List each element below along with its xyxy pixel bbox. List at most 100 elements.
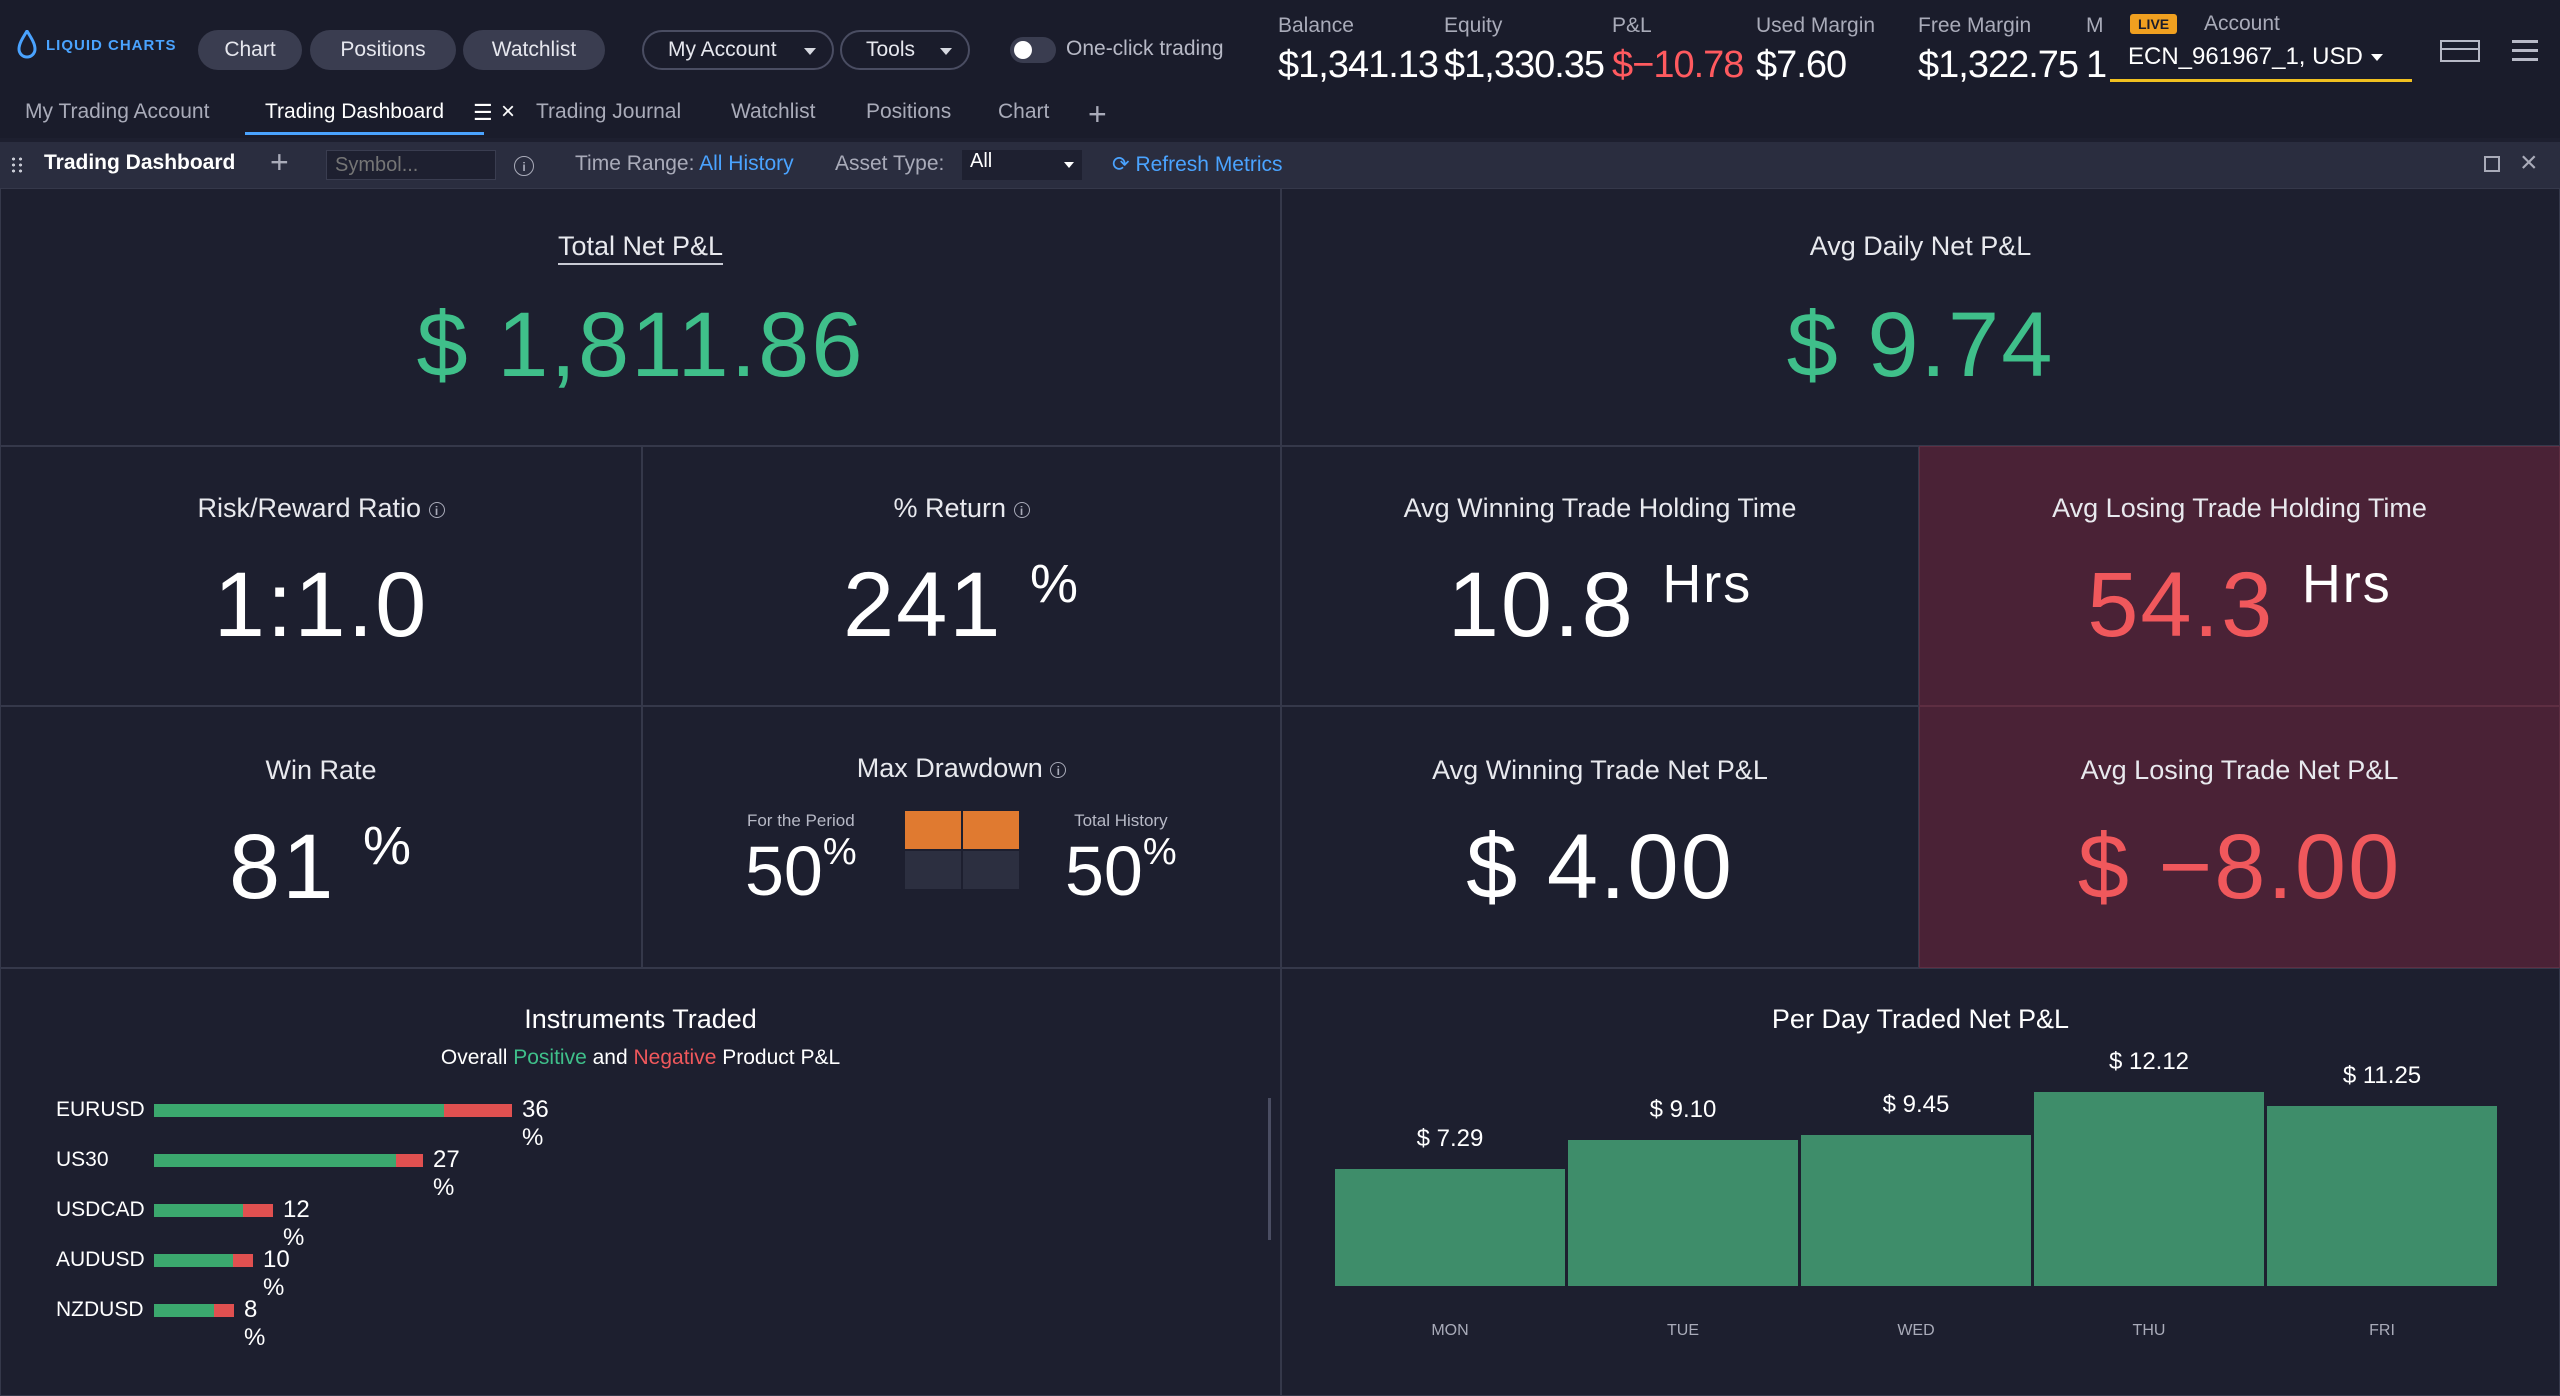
avg-win-pl-title: Avg Winning Trade Net P&L bbox=[1432, 755, 1768, 785]
avg-loss-hold-panel: Avg Losing Trade Holding Time 54.3 Hrs bbox=[1919, 446, 2560, 706]
instrument-bar-negative bbox=[243, 1204, 273, 1217]
tab-trading-dashboard[interactable]: Trading Dashboard ☰ × bbox=[245, 98, 515, 135]
max-drawdown-panel: Max Drawdown i For the Period 50% Total … bbox=[642, 706, 1281, 968]
tools-dropdown[interactable]: Tools bbox=[840, 30, 970, 70]
refresh-icon: ⟳ bbox=[1112, 153, 1130, 176]
close-icon[interactable]: × bbox=[2520, 146, 2538, 179]
instrument-pct: 36 % bbox=[522, 1096, 549, 1151]
total-net-pl-panel: Total Net P&L $ 1,811.86 bbox=[0, 188, 1281, 446]
avg-daily-net-pl-value: $ 9.74 bbox=[1786, 294, 2055, 396]
chart-data-label: $ 9.45 bbox=[1882, 1091, 1950, 1118]
time-range[interactable]: Time Range: All History bbox=[575, 152, 794, 175]
avg-daily-net-pl-title: Avg Daily Net P&L bbox=[1809, 231, 2032, 261]
account-label: Account bbox=[2204, 12, 2280, 35]
per-day-chart-title: Per Day Traded Net P&L bbox=[1771, 1004, 2070, 1034]
stat-balance: Balance $1,341.13 bbox=[1278, 14, 1439, 86]
asset-type-label: Asset Type: bbox=[835, 152, 945, 175]
chart-bar[interactable] bbox=[2034, 1092, 2264, 1286]
hamburger-menu-icon[interactable] bbox=[2512, 40, 2538, 62]
chevron-down-icon bbox=[804, 48, 816, 55]
tab-close-icon[interactable]: × bbox=[501, 98, 516, 125]
instruments-subtitle: Overall Positive and Negative Product P&… bbox=[440, 1046, 841, 1069]
tab-chart[interactable]: Chart bbox=[998, 100, 1050, 123]
stat-free-margin: Free Margin $1,322.75 bbox=[1918, 14, 2079, 86]
asset-type-select[interactable]: All bbox=[962, 150, 1082, 180]
stat-used-margin: Used Margin $7.60 bbox=[1756, 14, 1876, 86]
chart-data-label: $ 9.10 bbox=[1649, 1096, 1717, 1123]
instrument-bar-negative bbox=[214, 1304, 234, 1317]
chart-data-label: $ 12.12 bbox=[2108, 1048, 2190, 1075]
chart-tick-label: MON bbox=[1431, 1322, 1469, 1339]
max-drawdown-title: Max Drawdown i bbox=[643, 753, 1280, 784]
tab-menu-icon[interactable]: ☰ bbox=[473, 100, 493, 125]
pct-return-value: 241 % bbox=[842, 554, 1081, 656]
win-rate-panel: Win Rate 81 % bbox=[0, 706, 642, 968]
logo-drop-icon bbox=[17, 30, 37, 59]
tab-watchlist[interactable]: Watchlist bbox=[731, 100, 816, 123]
refresh-metrics-button[interactable]: ⟳ Refresh Metrics bbox=[1112, 153, 1283, 176]
layout-icon[interactable] bbox=[2440, 40, 2480, 62]
instrument-bar-negative bbox=[396, 1154, 423, 1167]
top-bar: LIQUID CHARTS Chart Positions Watchlist … bbox=[0, 0, 2560, 94]
tab-my-trading-account[interactable]: My Trading Account bbox=[25, 100, 210, 123]
nav-chart-button[interactable]: Chart bbox=[198, 30, 302, 70]
instrument-name: USDCAD bbox=[56, 1198, 145, 1221]
instruments-scrollbar[interactable] bbox=[1268, 1098, 1271, 1240]
nav-positions-button[interactable]: Positions bbox=[310, 30, 456, 70]
my-account-dropdown[interactable]: My Account bbox=[642, 30, 834, 70]
avg-win-hold-value: 10.8 Hrs bbox=[1447, 554, 1753, 656]
add-tab-icon[interactable]: + bbox=[1088, 96, 1107, 132]
avg-loss-pl-value: $ −8.00 bbox=[2077, 816, 2402, 918]
dashboard-title: Trading Dashboard bbox=[44, 151, 236, 174]
drawdown-period-fill bbox=[905, 811, 961, 849]
chevron-down-icon bbox=[940, 48, 952, 55]
instrument-bar bbox=[154, 1204, 273, 1217]
add-widget-icon[interactable]: + bbox=[270, 144, 289, 180]
avg-win-hold-panel: Avg Winning Trade Holding Time 10.8 Hrs bbox=[1281, 446, 1919, 706]
chart-bar[interactable] bbox=[1335, 1169, 1565, 1286]
brand-logo[interactable]: LIQUID CHARTS bbox=[16, 30, 177, 60]
tab-trading-journal[interactable]: Trading Journal bbox=[536, 100, 682, 123]
info-icon[interactable]: i bbox=[428, 501, 445, 518]
one-click-trading-toggle[interactable] bbox=[1010, 37, 1056, 63]
win-rate-value: 81 % bbox=[229, 816, 413, 918]
avg-loss-hold-value: 54.3 Hrs bbox=[2087, 554, 2392, 656]
toggle-knob bbox=[1014, 41, 1032, 59]
chart-bar[interactable] bbox=[1568, 1140, 1798, 1286]
symbol-search-input[interactable] bbox=[326, 150, 496, 180]
chart-bar[interactable] bbox=[2267, 1106, 2497, 1286]
time-range-value[interactable]: All History bbox=[699, 152, 794, 175]
avg-loss-hold-title: Avg Losing Trade Holding Time bbox=[2052, 493, 2427, 523]
chart-tick-label: WED bbox=[1897, 1322, 1935, 1339]
instrument-bar bbox=[154, 1304, 234, 1317]
workspace-tabs: My Trading Account Trading Dashboard ☰ ×… bbox=[0, 94, 2560, 138]
pct-return-panel: % Return i 241 % bbox=[642, 446, 1281, 706]
tab-positions[interactable]: Positions bbox=[866, 100, 952, 123]
chart-tick-label: THU bbox=[2132, 1322, 2166, 1339]
account-selector[interactable]: ECN_961967_1, USD bbox=[2110, 40, 2412, 82]
popout-icon[interactable] bbox=[2484, 156, 2500, 172]
chart-bar[interactable] bbox=[1801, 1135, 2031, 1286]
instrument-bar bbox=[154, 1154, 423, 1167]
instrument-name: AUDUSD bbox=[56, 1248, 145, 1271]
instrument-pct: 12 % bbox=[283, 1196, 310, 1251]
chart-tick-label: TUE bbox=[1667, 1322, 1699, 1339]
avg-win-pl-value: $ 4.00 bbox=[1466, 816, 1734, 918]
info-icon[interactable]: i bbox=[1013, 501, 1030, 518]
dashboard-toolbar: Trading Dashboard + i Time Range: All Hi… bbox=[0, 142, 2560, 189]
win-rate-title: Win Rate bbox=[265, 755, 377, 785]
pct-return-title: % Return i bbox=[643, 493, 1280, 524]
drag-grip-icon[interactable] bbox=[10, 156, 24, 174]
instrument-pct: 27 % bbox=[433, 1146, 460, 1201]
instrument-name: US30 bbox=[56, 1148, 109, 1171]
chart-data-label: $ 7.29 bbox=[1416, 1125, 1484, 1152]
info-icon[interactable]: i bbox=[1050, 761, 1067, 778]
drawdown-total-fill bbox=[963, 811, 1019, 849]
chevron-down-icon bbox=[1064, 162, 1074, 168]
chart-tick-label: FRI bbox=[2369, 1322, 2395, 1339]
stat-equity: Equity $1,330.35 bbox=[1444, 14, 1605, 86]
risk-reward-panel: Risk/Reward Ratio i 1:1.0 bbox=[0, 446, 642, 706]
stat-pl: P&L $−10.78 bbox=[1612, 14, 1744, 86]
info-icon[interactable]: i bbox=[514, 156, 534, 176]
nav-watchlist-button[interactable]: Watchlist bbox=[463, 30, 605, 70]
